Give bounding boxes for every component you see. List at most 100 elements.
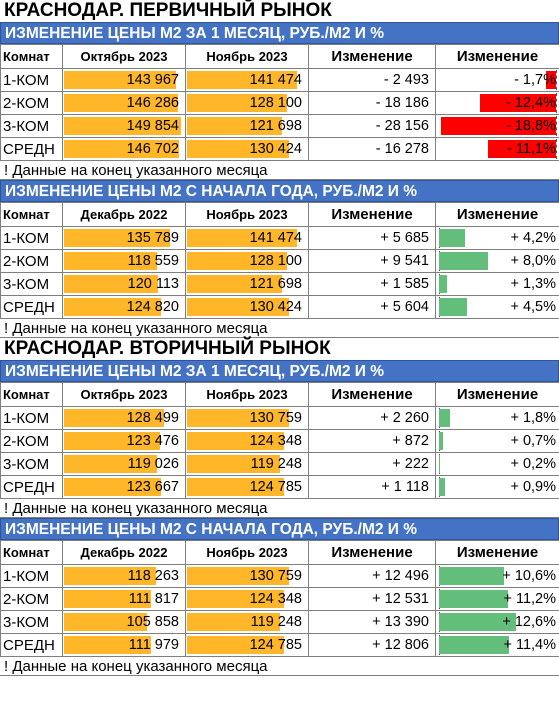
change-bar <box>439 455 441 473</box>
price-bar <box>64 252 157 270</box>
price-bar <box>187 636 285 654</box>
rooms-cell: 2-КОМ <box>0 249 63 273</box>
change-bar <box>439 298 467 316</box>
table-row: СРЕДН 111 979 124 785 + 12 806 + 11,4% <box>0 633 559 657</box>
price-value: 121 698 <box>249 276 302 292</box>
column-header-rooms: Комнат <box>0 44 63 69</box>
price-value: 120 113 <box>127 276 179 292</box>
price-cell-period-1: 111 817 <box>62 587 186 611</box>
change-pct-value: + 0,7% <box>510 433 556 449</box>
change-bar <box>439 275 447 293</box>
price-cell-period-2: 124 348 <box>185 429 309 453</box>
change-pct-value: + 0,9% <box>510 479 556 495</box>
change-bar <box>439 590 508 608</box>
change-pct-value: + 4,5% <box>510 299 556 315</box>
change-bar <box>439 613 517 631</box>
change-abs-cell: + 222 <box>308 452 436 476</box>
rooms-cell: СРЕДН <box>0 475 63 499</box>
zero-axis <box>556 93 557 113</box>
change-bar <box>488 140 556 158</box>
table-row: 1-КОМ 128 499 130 759 + 2 260 + 1,8% <box>0 406 559 430</box>
section-secondary-ytd: ИЗМЕНЕНИЕ ЦЕНЫ М2 С НАЧАЛА ГОДА, РУБ./М2… <box>0 518 559 676</box>
change-pct-value: - 12,4% <box>506 95 556 111</box>
price-value: 111 979 <box>128 637 179 653</box>
column-header-period-2: Ноябрь 2023 <box>185 202 309 227</box>
rooms-cell: 1-КОМ <box>0 406 63 430</box>
price-bar <box>187 117 283 135</box>
table-header-row: Комнат Октябрь 2023 Ноябрь 2023 Изменени… <box>0 382 559 407</box>
price-bar <box>64 140 179 158</box>
column-header-period-2: Ноябрь 2023 <box>185 44 309 69</box>
price-value: 130 759 <box>249 568 302 584</box>
price-cell-period-1: 146 286 <box>62 91 186 115</box>
price-bar <box>64 567 157 585</box>
change-pct-cell: + 0,7% <box>435 429 559 453</box>
price-bar <box>64 432 161 450</box>
change-pct-value: + 0,2% <box>510 456 556 472</box>
price-value: 149 854 <box>126 118 179 134</box>
price-cell-period-1: 120 113 <box>62 272 186 296</box>
zero-axis <box>556 70 557 90</box>
price-bar <box>187 140 289 158</box>
section-header: ИЗМЕНЕНИЕ ЦЕНЫ М2 ЗА 1 МЕСЯЦ, РУБ./М2 И … <box>0 22 559 44</box>
price-bar <box>187 71 298 89</box>
column-header-change-abs: Изменение <box>308 202 436 227</box>
price-value: 124 785 <box>249 637 302 653</box>
price-cell-period-2: 130 759 <box>185 564 309 588</box>
price-table: Комнат Октябрь 2023 Ноябрь 2023 Изменени… <box>0 44 559 161</box>
market-title-primary: КРАСНОДАР. ПЕРВИЧНЫЙ РЫНОК <box>4 0 332 21</box>
change-abs-cell: + 872 <box>308 429 436 453</box>
column-header-rooms: Комнат <box>0 382 63 407</box>
price-value: 119 248 <box>250 456 302 472</box>
price-cell-period-1: 118 263 <box>62 564 186 588</box>
table-header-row: Комнат Октябрь 2023 Ноябрь 2023 Изменени… <box>0 44 559 69</box>
change-pct-value: + 8,0% <box>510 253 556 269</box>
footnote: ! Данные на конец указанного месяца <box>0 657 559 676</box>
change-pct-value: + 11,4% <box>503 637 556 653</box>
section-secondary-month: ИЗМЕНЕНИЕ ЦЕНЫ М2 ЗА 1 МЕСЯЦ, РУБ./М2 И … <box>0 360 559 518</box>
price-cell-period-2: 119 248 <box>185 452 309 476</box>
price-bar <box>187 567 290 585</box>
change-pct-value: - 18,8% <box>506 118 556 134</box>
change-bar <box>439 567 504 585</box>
price-bar <box>64 275 158 293</box>
table-row: 2-КОМ 146 286 128 100 - 18 186 - 12,4% <box>0 91 559 115</box>
price-table: Комнат Декабрь 2022 Ноябрь 2023 Изменени… <box>0 202 559 319</box>
column-header-change-abs: Изменение <box>308 540 436 565</box>
rooms-cell: 2-КОМ <box>0 587 63 611</box>
price-value: 124 348 <box>249 591 302 607</box>
column-header-rooms: Комнат <box>0 540 63 565</box>
price-bar <box>64 298 162 316</box>
price-bar <box>187 455 281 473</box>
price-cell-period-1: 111 979 <box>62 633 186 657</box>
price-bar <box>187 229 298 247</box>
change-abs-cell: + 13 390 <box>308 610 436 634</box>
price-cell-period-2: 119 248 <box>185 610 309 634</box>
change-pct-cell: + 10,6% <box>435 564 559 588</box>
price-bar <box>187 409 290 427</box>
table-row: 1-КОМ 118 263 130 759 + 12 496 + 10,6% <box>0 564 559 588</box>
rooms-cell: СРЕДН <box>0 295 63 319</box>
price-value: 130 424 <box>249 141 302 157</box>
table-row: 2-КОМ 111 817 124 348 + 12 531 + 11,2% <box>0 587 559 611</box>
price-cell-period-1: 149 854 <box>62 114 186 138</box>
price-value: 123 476 <box>126 433 179 449</box>
change-pct-value: - 1,7% <box>514 72 556 88</box>
price-table: Комнат Декабрь 2022 Ноябрь 2023 Изменени… <box>0 540 559 657</box>
change-pct-cell: - 18,8% <box>435 114 559 138</box>
column-header-change-pct: Изменение <box>435 540 559 565</box>
market-title-secondary: КРАСНОДАР. ВТОРИЧНЫЙ РЫНОК <box>4 338 331 359</box>
price-value: 118 263 <box>127 568 179 584</box>
price-value: 111 817 <box>128 591 179 607</box>
price-bar <box>187 298 289 316</box>
rooms-cell: СРЕДН <box>0 633 63 657</box>
price-bar <box>64 117 181 135</box>
column-header-change-abs: Изменение <box>308 44 436 69</box>
rooms-cell: 1-КОМ <box>0 226 63 250</box>
column-header-period-1: Октябрь 2023 <box>62 382 186 407</box>
change-bar <box>439 432 444 450</box>
table-header-row: Комнат Декабрь 2022 Ноябрь 2023 Изменени… <box>0 540 559 565</box>
change-bar <box>439 229 465 247</box>
price-bar <box>64 409 165 427</box>
column-header-period-1: Декабрь 2022 <box>62 540 186 565</box>
